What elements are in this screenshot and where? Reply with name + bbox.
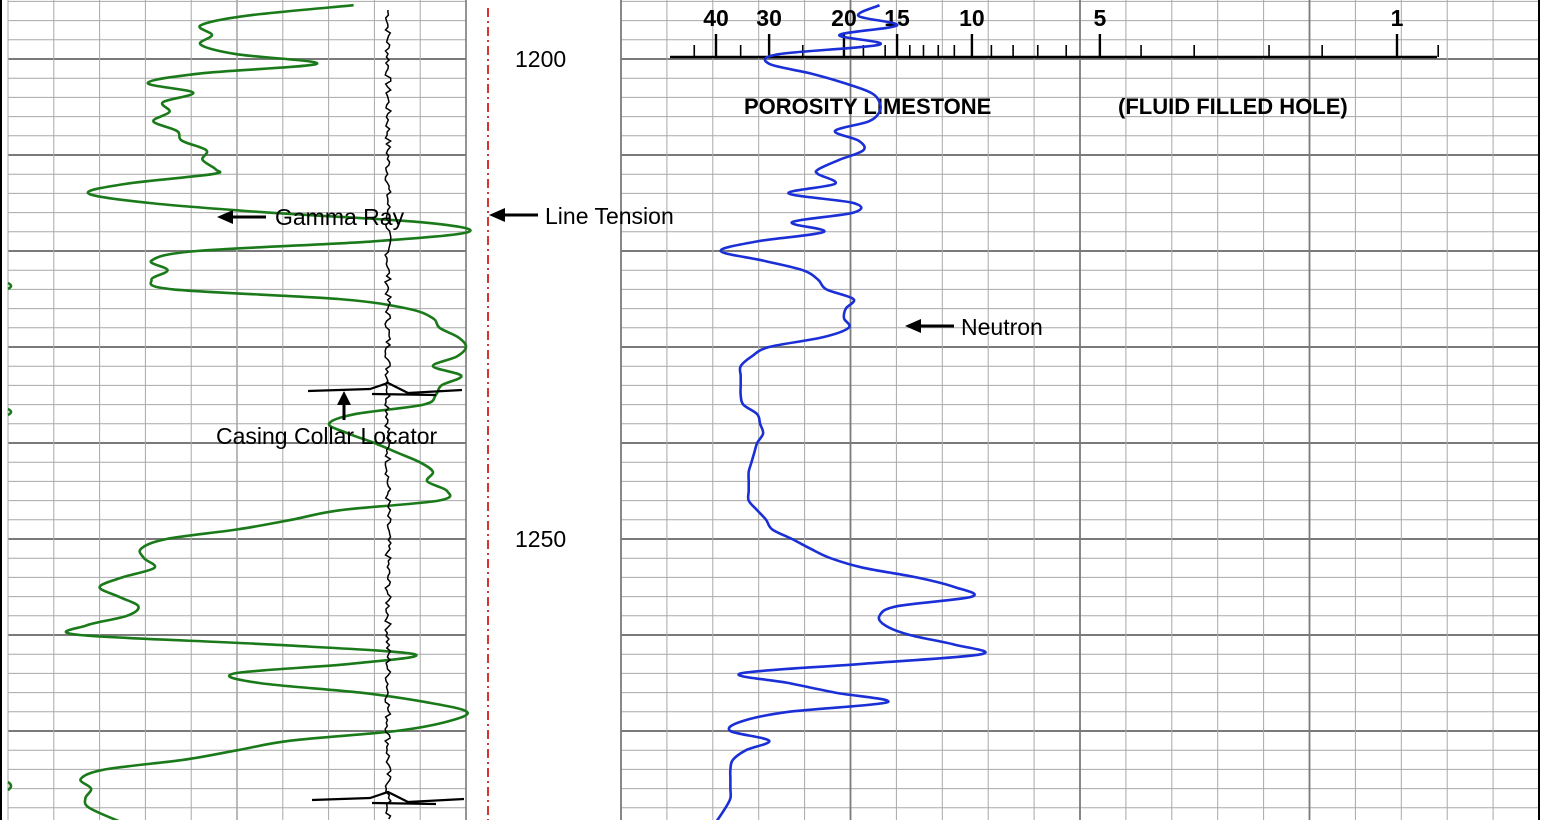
line-tension-annotation: Line Tension [489,203,674,229]
porosity-tick-label: 1 [1391,5,1404,31]
neutron-label: Neutron [961,314,1043,340]
ccl-label: Casing Collar Locator [216,423,438,449]
porosity-tick-label: 30 [756,5,782,31]
depth-label-1250: 1250 [515,526,566,552]
porosity-limestone-label: POROSITY LIMESTONE [744,94,991,119]
ccl-collar-kick [311,790,465,806]
porosity-tick-label: 10 [959,5,985,31]
depth-label-1200: 1200 [515,46,566,72]
curve-layer [7,3,987,820]
fluid-filled-hole-label: (FLUID FILLED HOLE) [1118,94,1348,119]
gamma-ray-wrap-segment [7,780,13,792]
arrow-left-icon [489,208,505,222]
ccl-collar-kick [307,381,463,397]
gamma-ray-curve [64,3,472,820]
ccl-annotation: Casing Collar Locator [216,391,438,449]
arrow-left-icon [217,210,233,224]
gamma-ray-label: Gamma Ray [275,204,405,230]
porosity-scale: 40 30 20 15 10 5 1 [670,5,1439,59]
ccl-curve [383,9,393,820]
neutron-curve [715,4,987,820]
gamma-ray-annotation: Gamma Ray [217,204,405,230]
porosity-tick-label: 20 [831,5,857,31]
grid-layer [7,0,1540,820]
depth-track: 1200 1250 [487,8,566,820]
porosity-tick-label: 5 [1093,5,1106,31]
neutron-annotation: Neutron [905,314,1043,340]
track3-header: POROSITY LIMESTONE (FLUID FILLED HOLE) [744,94,1348,119]
line-tension-label: Line Tension [545,203,674,229]
annotations: Gamma Ray Line Tension Neutron Casing Co… [216,203,1043,449]
arrow-up-icon [337,391,351,405]
gamma-ray-wrap-segment [7,407,13,417]
porosity-tick-label: 40 [703,5,729,31]
gamma-ray-wrap-segment [7,281,13,291]
arrow-left-icon [905,319,921,333]
